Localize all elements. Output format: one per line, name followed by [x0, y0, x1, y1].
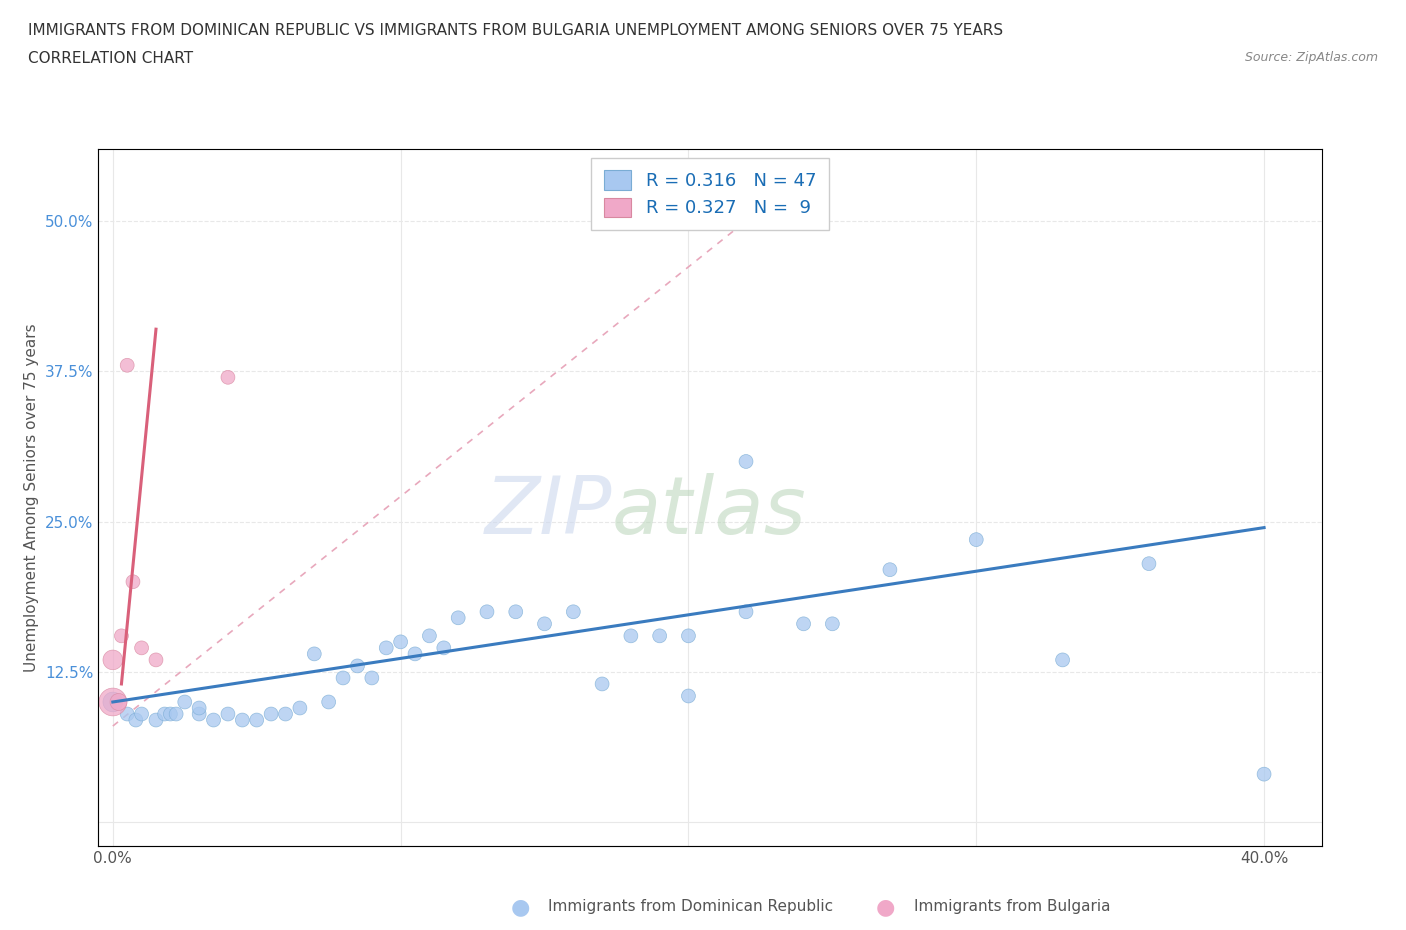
Point	[101, 695, 124, 710]
Point	[433, 641, 456, 656]
Point	[107, 695, 129, 710]
Point	[304, 646, 326, 661]
Point	[153, 707, 176, 722]
Point	[131, 641, 153, 656]
Point	[375, 641, 398, 656]
Point	[678, 629, 700, 644]
Text: ZIP: ZIP	[485, 472, 612, 551]
Point	[533, 617, 555, 631]
Point	[165, 707, 187, 722]
Point	[735, 604, 758, 619]
Point	[145, 653, 167, 668]
Point	[648, 629, 671, 644]
Point	[620, 629, 643, 644]
Text: Immigrants from Bulgaria: Immigrants from Bulgaria	[914, 899, 1111, 914]
Point	[125, 712, 148, 727]
Point	[173, 695, 195, 710]
Point	[115, 707, 138, 722]
Point	[389, 634, 412, 649]
Text: atlas: atlas	[612, 472, 807, 551]
Point	[965, 532, 987, 547]
Point	[318, 695, 340, 710]
Text: Immigrants from Dominican Republic: Immigrants from Dominican Republic	[548, 899, 834, 914]
Point	[101, 695, 124, 710]
Point	[562, 604, 585, 619]
Point	[1137, 556, 1160, 571]
Text: IMMIGRANTS FROM DOMINICAN REPUBLIC VS IMMIGRANTS FROM BULGARIA UNEMPLOYMENT AMON: IMMIGRANTS FROM DOMINICAN REPUBLIC VS IM…	[28, 23, 1004, 38]
Point	[231, 712, 253, 727]
Text: Unemployment Among Seniors over 75 years: Unemployment Among Seniors over 75 years	[24, 324, 38, 671]
Point	[346, 658, 368, 673]
Point	[188, 707, 211, 722]
Point	[274, 707, 297, 722]
Point	[122, 575, 145, 590]
Point	[202, 712, 225, 727]
Point	[793, 617, 815, 631]
Point	[821, 617, 844, 631]
Point	[879, 563, 901, 578]
Point	[505, 604, 527, 619]
Point	[735, 454, 758, 469]
Point	[246, 712, 269, 727]
Point	[217, 370, 239, 385]
Point	[217, 707, 239, 722]
Point	[1253, 766, 1275, 781]
Point	[110, 629, 132, 644]
Text: CORRELATION CHART: CORRELATION CHART	[28, 51, 193, 66]
Point	[475, 604, 498, 619]
Legend: R = 0.316   N = 47, R = 0.327   N =  9: R = 0.316 N = 47, R = 0.327 N = 9	[592, 158, 828, 230]
Point	[447, 610, 470, 625]
Text: ●: ●	[876, 897, 896, 917]
Point	[115, 358, 138, 373]
Point	[360, 671, 382, 685]
Point	[188, 700, 211, 715]
Point	[591, 676, 613, 691]
Point	[101, 653, 124, 668]
Text: ●: ●	[510, 897, 530, 917]
Point	[288, 700, 311, 715]
Point	[1052, 653, 1074, 668]
Point	[418, 629, 440, 644]
Text: Source: ZipAtlas.com: Source: ZipAtlas.com	[1244, 51, 1378, 64]
Point	[332, 671, 354, 685]
Point	[404, 646, 426, 661]
Point	[159, 707, 181, 722]
Point	[260, 707, 283, 722]
Point	[678, 688, 700, 703]
Point	[145, 712, 167, 727]
Point	[131, 707, 153, 722]
